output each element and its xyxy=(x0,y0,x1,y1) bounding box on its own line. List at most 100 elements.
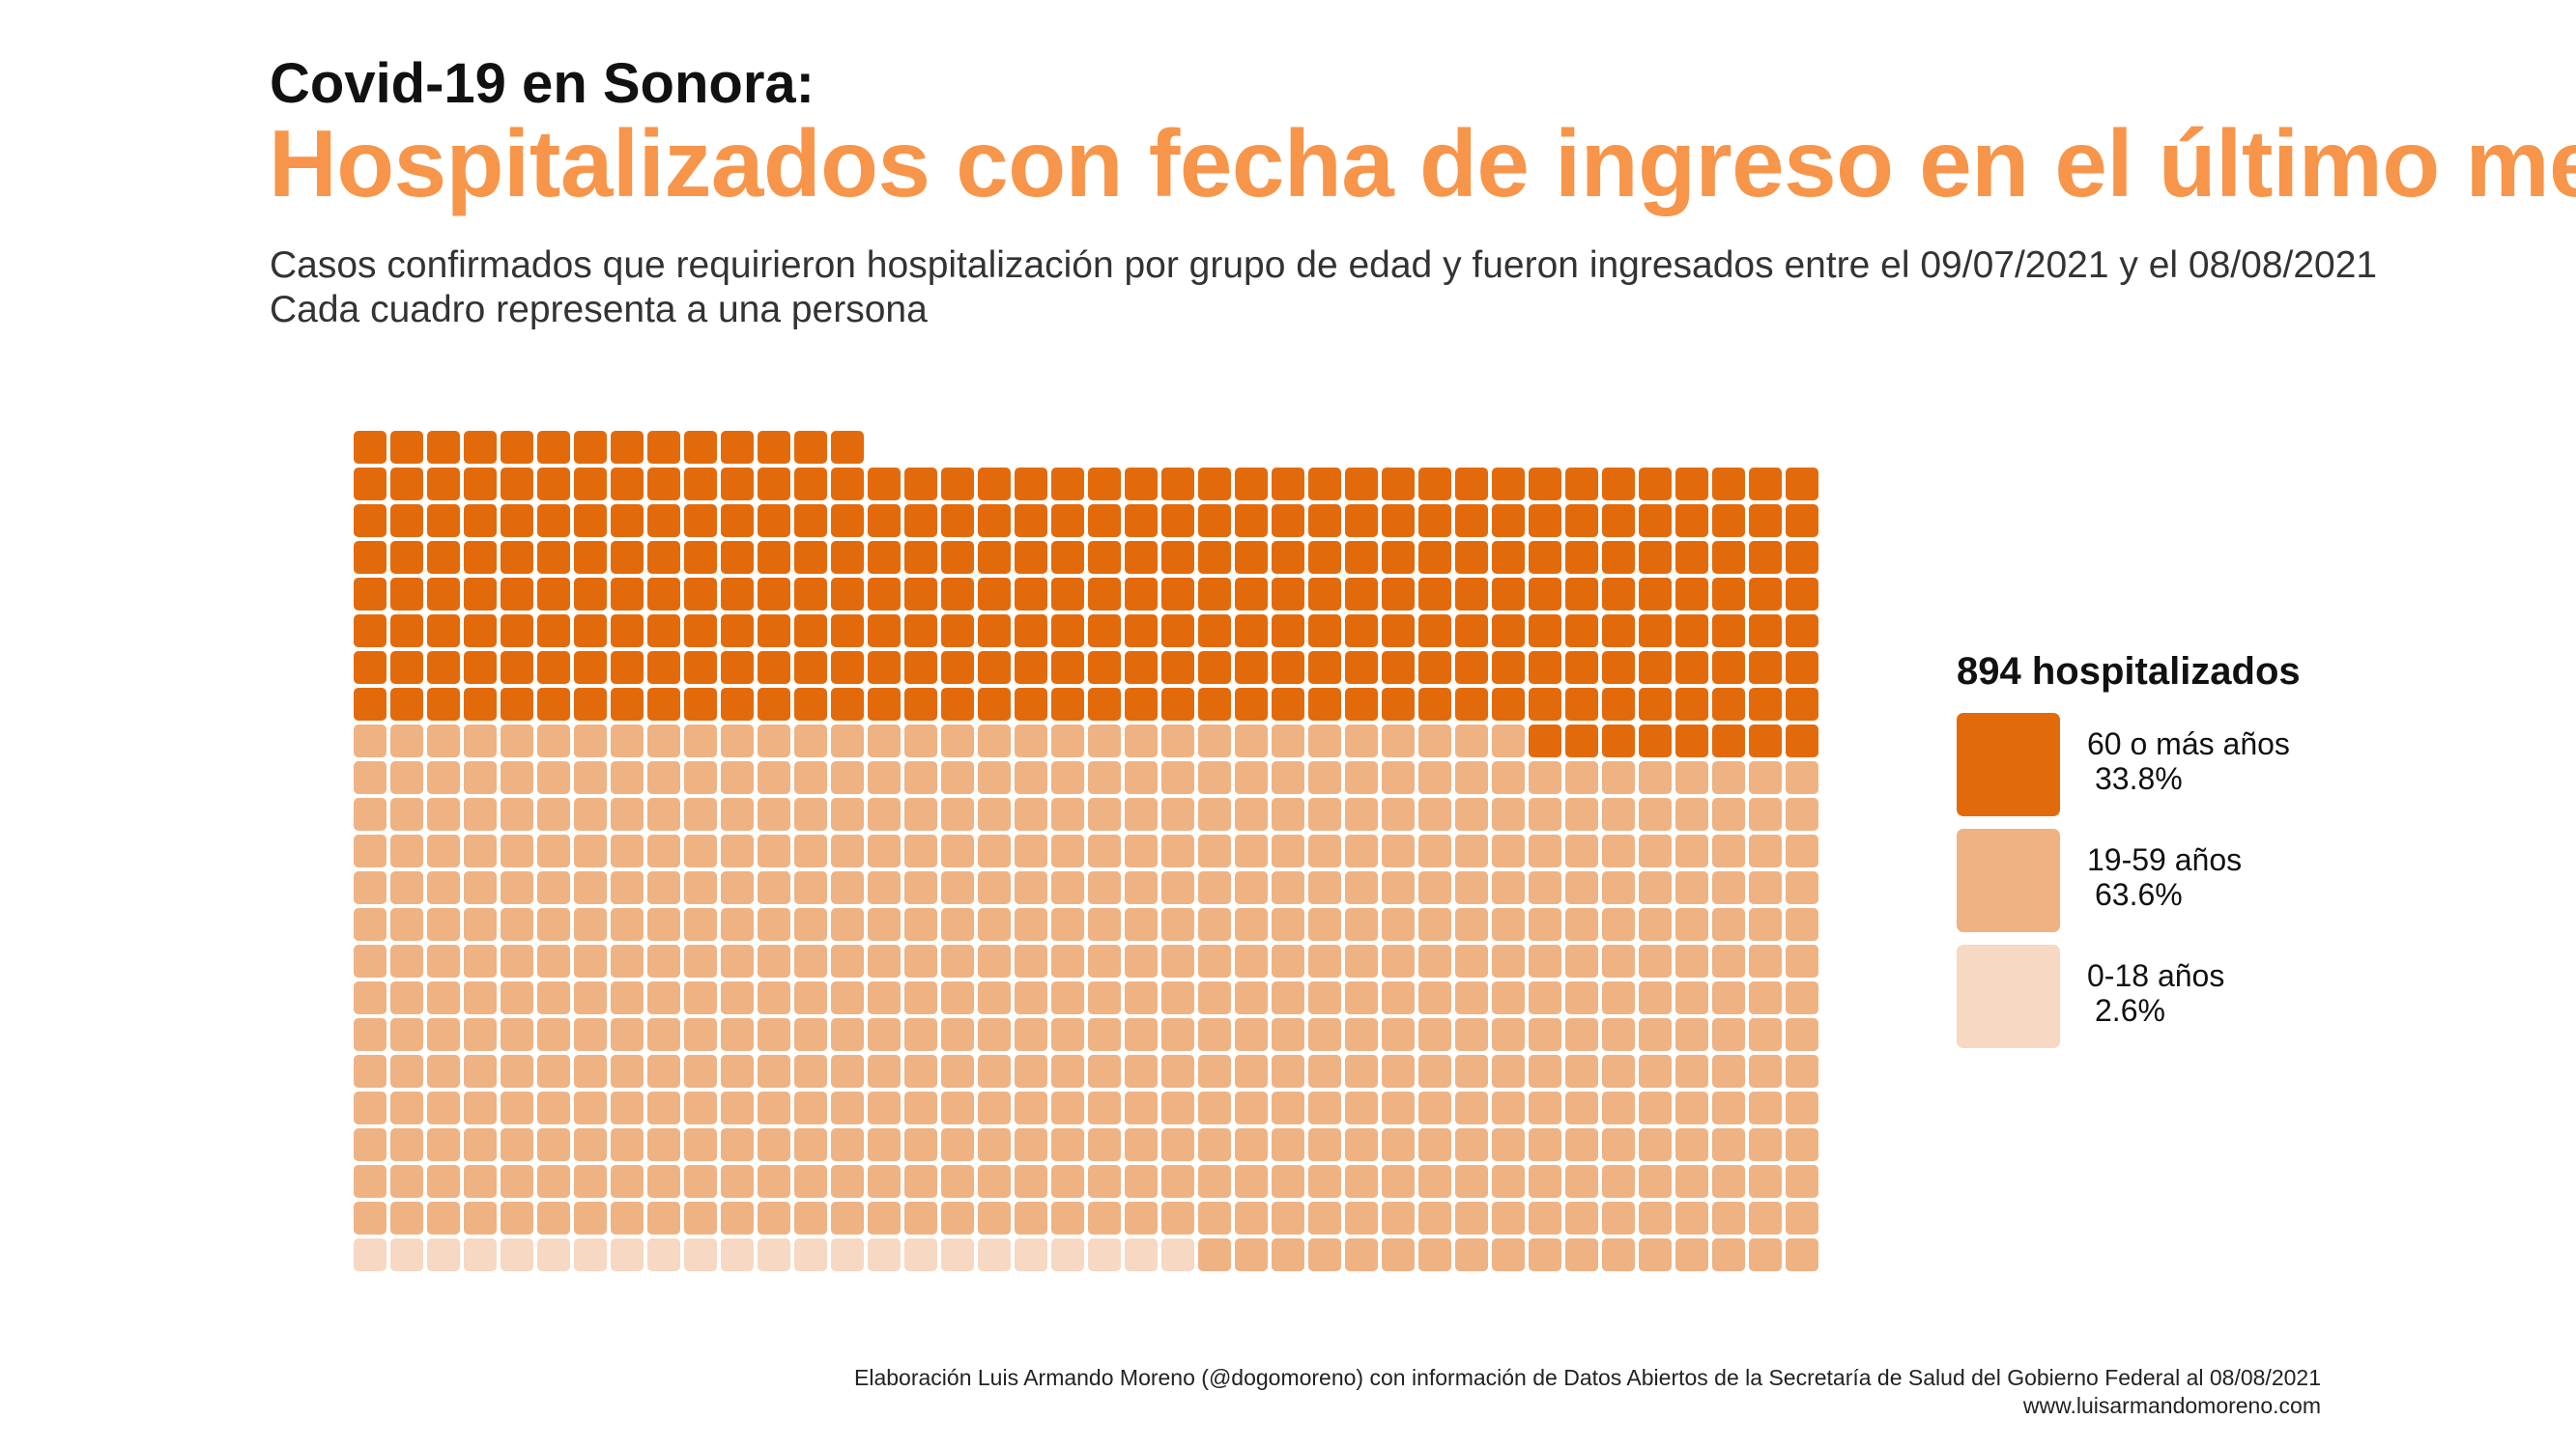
waffle-cell-19-59 xyxy=(831,798,864,831)
waffle-cell-19-59 xyxy=(611,761,644,794)
waffle-cell-19-59 xyxy=(1418,724,1451,757)
waffle-cell-19-59 xyxy=(1015,1018,1047,1051)
waffle-cell-19-59 xyxy=(904,981,937,1014)
waffle-cell-19-59 xyxy=(1749,1238,1782,1271)
waffle-cell-19-59 xyxy=(1088,761,1121,794)
waffle-cell-60-plus xyxy=(501,541,533,574)
footer-credit: Elaboración Luis Armando Moreno (@dogomo… xyxy=(854,1365,2321,1390)
waffle-cell-19-59 xyxy=(1015,835,1047,867)
waffle-cell-19-59 xyxy=(1088,1055,1121,1088)
waffle-cell-19-59 xyxy=(1529,1238,1561,1271)
waffle-cell-19-59 xyxy=(1675,1018,1708,1051)
waffle-cell-19-59 xyxy=(941,1092,974,1124)
waffle-cell-60-plus xyxy=(721,688,754,721)
waffle-cell-19-59 xyxy=(464,981,497,1014)
waffle-cell-19-59 xyxy=(1125,1165,1158,1198)
waffle-cell-60-plus xyxy=(1125,468,1158,500)
waffle-cell-19-59 xyxy=(904,1092,937,1124)
waffle-cell-19-59 xyxy=(1749,1165,1782,1198)
waffle-cell-19-59 xyxy=(1308,871,1341,904)
waffle-cell-19-59 xyxy=(831,908,864,941)
waffle-cell-19-59 xyxy=(1749,1055,1782,1088)
waffle-cell-19-59 xyxy=(1675,945,1708,978)
waffle-cell-60-plus xyxy=(1749,468,1782,500)
waffle-cell-19-59 xyxy=(647,1165,680,1198)
waffle-cell-19-59 xyxy=(354,1055,386,1088)
waffle-cell-19-59 xyxy=(868,1165,901,1198)
waffle-cell-19-59 xyxy=(427,981,460,1014)
waffle-cell-19-59 xyxy=(978,1202,1011,1235)
waffle-cell-60-plus xyxy=(1418,578,1451,611)
waffle-cell-60-plus xyxy=(1492,651,1525,684)
waffle-cell-19-59 xyxy=(611,1128,644,1161)
waffle-cell-19-59 xyxy=(647,1092,680,1124)
waffle-cell-19-59 xyxy=(721,1128,754,1161)
waffle-cell-19-59 xyxy=(1161,1092,1194,1124)
waffle-cell-19-59 xyxy=(1051,1055,1084,1088)
waffle-cell-19-59 xyxy=(611,1018,644,1051)
waffle-cell-60-plus xyxy=(831,504,864,537)
waffle-cell-19-59 xyxy=(1749,1092,1782,1124)
waffle-cell-19-59 xyxy=(354,1165,386,1198)
waffle-cell-60-plus xyxy=(1161,614,1194,647)
waffle-cell-60-plus xyxy=(758,504,790,537)
waffle-cell-19-59 xyxy=(574,1165,607,1198)
waffle-cell-19-59 xyxy=(684,724,717,757)
waffle-cell-19-59 xyxy=(647,761,680,794)
waffle-cell-60-plus xyxy=(1712,724,1745,757)
waffle-cell-60-plus xyxy=(647,468,680,500)
waffle-cell-60-plus xyxy=(758,614,790,647)
waffle-cell-60-plus xyxy=(721,431,754,464)
waffle-cell-19-59 xyxy=(501,981,533,1014)
waffle-cell-19-59 xyxy=(1235,1238,1268,1271)
waffle-cell-60-plus xyxy=(1235,651,1268,684)
waffle-cell-19-59 xyxy=(794,945,827,978)
legend-item-0-18: 0-18 años 2.6% xyxy=(1957,945,2301,1049)
waffle-cell-60-plus xyxy=(1639,578,1672,611)
waffle-cell-19-59 xyxy=(647,945,680,978)
waffle-cell-19-59 xyxy=(354,1202,386,1235)
waffle-cell-19-59 xyxy=(1382,1055,1415,1088)
waffle-cell-60-plus xyxy=(1051,688,1084,721)
waffle-cell-60-plus xyxy=(1418,504,1451,537)
waffle-cell-60-plus xyxy=(390,578,423,611)
waffle-cell-19-59 xyxy=(647,1018,680,1051)
waffle-cell-60-plus xyxy=(1675,688,1708,721)
waffle-cell-19-59 xyxy=(978,1128,1011,1161)
waffle-cell-19-59 xyxy=(831,945,864,978)
waffle-cell-19-59 xyxy=(1272,908,1304,941)
waffle-cell-19-59 xyxy=(1308,724,1341,757)
waffle-cell-60-plus xyxy=(501,688,533,721)
waffle-cell-19-59 xyxy=(758,871,790,904)
waffle-cell-60-plus xyxy=(427,651,460,684)
waffle-cell-19-59 xyxy=(390,871,423,904)
waffle-cell-19-59 xyxy=(1088,1128,1121,1161)
waffle-cell-19-59 xyxy=(537,981,570,1014)
waffle-cell-19-59 xyxy=(1161,945,1194,978)
waffle-cell-19-59 xyxy=(868,761,901,794)
waffle-cell-60-plus xyxy=(537,541,570,574)
waffle-cell-19-59 xyxy=(1345,1202,1378,1235)
waffle-cell-19-59 xyxy=(501,1092,533,1124)
waffle-cell-19-59 xyxy=(758,1165,790,1198)
waffle-cell-19-59 xyxy=(831,1202,864,1235)
waffle-cell-19-59 xyxy=(1198,908,1231,941)
waffle-cell-60-plus xyxy=(574,614,607,647)
waffle-cell-19-59 xyxy=(794,1092,827,1124)
waffle-cell-19-59 xyxy=(501,761,533,794)
waffle-cell-19-59 xyxy=(1051,871,1084,904)
waffle-cell-60-plus xyxy=(1088,651,1121,684)
waffle-cell-19-59 xyxy=(1198,1202,1231,1235)
waffle-cell-19-59 xyxy=(1235,1165,1268,1198)
waffle-cell-60-plus xyxy=(1455,688,1488,721)
waffle-cell-19-59 xyxy=(1639,945,1672,978)
waffle-cell-19-59 xyxy=(1125,1018,1158,1051)
waffle-cell-19-59 xyxy=(390,1092,423,1124)
waffle-cell-19-59 xyxy=(794,1055,827,1088)
waffle-cell-19-59 xyxy=(1749,835,1782,867)
waffle-cell-19-59 xyxy=(1308,1238,1341,1271)
waffle-cell-19-59 xyxy=(464,1165,497,1198)
waffle-cell-60-plus xyxy=(1345,688,1378,721)
waffle-cell-60-plus xyxy=(1565,578,1598,611)
waffle-cell-60-plus xyxy=(684,468,717,500)
